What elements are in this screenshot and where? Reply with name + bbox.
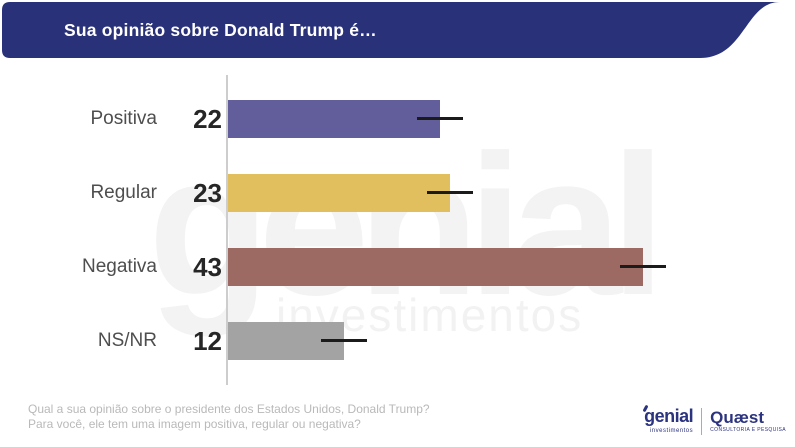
bar-row-negativa: Negativa 43 (0, 248, 795, 286)
axis-baseline (226, 75, 228, 385)
value-label: 22 (193, 104, 222, 134)
footnote-line-1: Qual a sua opinião sobre o presidente do… (28, 402, 430, 416)
quaest-logo-subtext: CONSULTORIA E PESQUISA (710, 427, 786, 433)
value-label: 43 (193, 252, 222, 282)
category-label: Regular (90, 182, 157, 203)
category-label: Negativa (82, 256, 157, 277)
footnote-line-2: Para você, ele tem uma imagem positiva, … (28, 416, 361, 431)
bar-negativa (228, 248, 643, 286)
genial-logo-subtext: investimentos (649, 428, 694, 434)
bar-row-regular: Regular 23 (0, 174, 795, 212)
quaest-logo-text: Quæst (710, 408, 764, 427)
category-label: NS/NR (97, 330, 157, 351)
logo-divider (701, 408, 703, 435)
bar-end-marker (321, 339, 367, 342)
value-label: 23 (193, 178, 222, 208)
header-banner-path (2, 2, 780, 58)
bar-row-positiva: Positiva 22 (0, 100, 795, 138)
bar-regular (228, 174, 450, 212)
genial-investimentos-logo: genial investimentos (642, 404, 694, 434)
page-title: Sua opinião sobre Donald Trump é… (64, 20, 377, 40)
bar-row-nsnr: NS/NR 12 (0, 322, 795, 360)
bar-end-marker (427, 191, 473, 194)
genial-logo-text: genial (642, 404, 694, 426)
footer-logos: genial investimentos Quæst CONSULTORIA E… (642, 404, 786, 435)
category-label: Positiva (90, 108, 157, 129)
survey-question-footnote: Qual a sua opinião sobre o presidente do… (28, 402, 430, 431)
header-banner (2, 2, 780, 58)
value-label: 12 (193, 326, 222, 356)
bar-positiva (228, 100, 440, 138)
bar-end-marker (417, 117, 463, 120)
genial-watermark: genial (148, 114, 666, 337)
quaest-logo: Quæst CONSULTORIA E PESQUISA (710, 408, 786, 433)
bar-end-marker (620, 265, 666, 268)
